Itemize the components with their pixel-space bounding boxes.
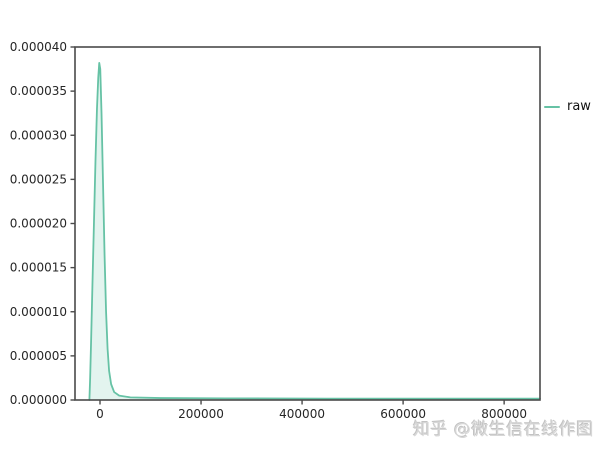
- x-tick-label: 0: [96, 407, 104, 421]
- legend: raw: [544, 99, 591, 115]
- y-tick-label: 0.000025: [10, 172, 67, 186]
- axes-spines: [74, 46, 541, 401]
- x-tick-label: 800000: [481, 407, 527, 421]
- kde-area-raw: [89, 62, 541, 400]
- y-tick-label: 0.000020: [10, 217, 67, 231]
- y-tick-label: 0.000010: [10, 305, 67, 319]
- kde-line-raw: [88, 61, 541, 401]
- legend-line-raw: [544, 106, 560, 108]
- y-tick-label: 0.000035: [10, 84, 67, 98]
- y-tick-label: 0.000030: [10, 128, 67, 142]
- y-tick-label: 0.000005: [10, 349, 67, 363]
- legend-label-raw: raw: [567, 99, 591, 114]
- watermark: 知乎 @微生信在线作图: [413, 420, 594, 440]
- y-tick-label: 0.000000: [10, 393, 67, 407]
- x-tick-label: 200000: [178, 407, 224, 421]
- y-tick-label: 0.000015: [10, 261, 67, 275]
- x-tick-label: 600000: [380, 407, 426, 421]
- y-tick-label: 0.000040: [10, 40, 67, 54]
- x-tick-label: 400000: [279, 407, 325, 421]
